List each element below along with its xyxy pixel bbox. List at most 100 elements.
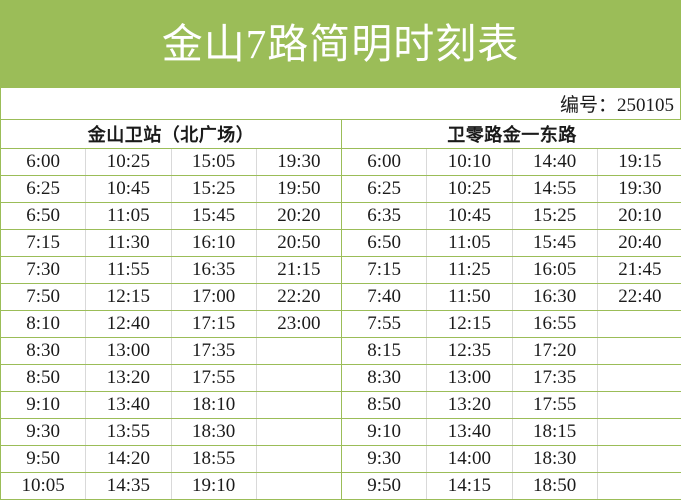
departure-time-cell: 7:55 <box>340 310 428 338</box>
departure-time-cell: 18:10 <box>170 391 257 419</box>
departure-time-cell: 13:00 <box>85 337 172 365</box>
departure-time-cell: 10:45 <box>426 202 513 230</box>
departure-time-cell: 12:40 <box>85 310 172 338</box>
departure-time-cell: 17:55 <box>170 364 257 392</box>
departure-time-cell: 15:25 <box>511 202 598 230</box>
empty-cell <box>255 418 343 446</box>
table-row: 6:50 11:05 15:45 20:20 6:35 10:45 15:25 20:10 <box>0 202 681 230</box>
departure-time-cell: 21:15 <box>255 256 343 284</box>
departure-time-cell: 7:50 <box>0 283 87 311</box>
departure-time-cell: 9:50 <box>340 472 428 500</box>
departure-time-cell: 9:30 <box>0 418 87 446</box>
empty-cell <box>596 445 681 473</box>
page-title: 金山7路简明时刻表 <box>161 20 520 67</box>
departure-time-cell: 16:35 <box>170 256 257 284</box>
departure-time-cell: 19:30 <box>596 175 681 203</box>
departure-time-cell: 13:00 <box>426 364 513 392</box>
table-row: 7:50 12:15 17:00 22:20 7:40 11:50 16:30 22:40 <box>0 283 681 311</box>
departure-time-cell: 12:15 <box>426 310 513 338</box>
departure-time-cell: 6:00 <box>0 148 87 176</box>
departure-time-cell: 21:45 <box>596 256 681 284</box>
empty-cell <box>596 472 681 500</box>
departure-time-cell: 17:00 <box>170 283 257 311</box>
table-row: 7:30 11:55 16:35 21:15 7:15 11:25 16:05 21:45 <box>0 256 681 284</box>
departure-time-cell: 17:15 <box>170 310 257 338</box>
departure-time-cell: 15:25 <box>170 175 257 203</box>
departure-time-cell: 14:55 <box>511 175 598 203</box>
departure-time-cell: 16:10 <box>170 229 257 257</box>
departure-time-cell: 13:40 <box>85 391 172 419</box>
departure-time-cell: 10:25 <box>85 148 172 176</box>
departure-time-cell: 16:30 <box>511 283 598 311</box>
departure-time-cell: 8:30 <box>0 337 87 365</box>
departure-time-cell: 14:20 <box>85 445 172 473</box>
table-row: 9:30 13:55 18:30 9:10 13:40 18:15 <box>0 418 681 446</box>
departure-time-cell: 10:05 <box>0 472 87 500</box>
departure-time-cell: 18:30 <box>511 445 598 473</box>
departure-time-cell: 13:20 <box>85 364 172 392</box>
empty-cell <box>596 310 681 338</box>
departure-time-cell: 19:30 <box>255 148 343 176</box>
empty-cell <box>596 337 681 365</box>
departure-time-cell: 14:40 <box>511 148 598 176</box>
departure-time-cell: 6:50 <box>0 202 87 230</box>
table-row: 6:00 10:25 15:05 19:30 6:00 10:10 14:40 19:15 <box>0 148 681 176</box>
departure-time-cell: 12:35 <box>426 337 513 365</box>
departure-time-cell: 10:10 <box>426 148 513 176</box>
departure-time-cell: 7:30 <box>0 256 87 284</box>
departure-time-cell: 6:35 <box>340 202 428 230</box>
departure-time-cell: 11:50 <box>426 283 513 311</box>
departure-time-cell: 22:40 <box>596 283 681 311</box>
departure-time-cell: 22:20 <box>255 283 343 311</box>
title-banner: 金山7路简明时刻表 <box>0 0 681 88</box>
departure-time-cell: 12:15 <box>85 283 172 311</box>
departure-time-cell: 8:50 <box>340 391 428 419</box>
departure-time-cell: 11:30 <box>85 229 172 257</box>
departure-time-cell: 6:25 <box>0 175 87 203</box>
departure-time-cell: 17:20 <box>511 337 598 365</box>
departure-time-cell: 16:05 <box>511 256 598 284</box>
serial-number-label: 编号：250105 <box>559 95 674 116</box>
departure-time-cell: 11:05 <box>426 229 513 257</box>
departure-time-cell: 19:50 <box>255 175 343 203</box>
empty-cell <box>255 391 343 419</box>
table-row: 6:25 10:45 15:25 19:50 6:25 10:25 14:55 19:30 <box>0 175 681 203</box>
station-group-header-1: 金山卫站（北广场） <box>0 119 342 149</box>
departure-time-cell: 23:00 <box>255 310 343 338</box>
station-group-header-2: 卫零路金一东路 <box>341 119 681 149</box>
table-row: 9:10 13:40 18:10 8:50 13:20 17:55 <box>0 391 681 419</box>
departure-time-cell: 11:55 <box>85 256 172 284</box>
timetable-body: 6:00 10:25 15:05 19:30 6:00 10:10 14:40 19:15 6:… <box>0 148 681 500</box>
departure-time-cell: 9:10 <box>0 391 87 419</box>
departure-time-cell: 10:45 <box>85 175 172 203</box>
departure-time-cell: 20:40 <box>596 229 681 257</box>
departure-time-cell: 6:25 <box>340 175 428 203</box>
departure-time-cell: 7:15 <box>0 229 87 257</box>
departure-time-cell: 6:00 <box>340 148 428 176</box>
departure-time-cell: 18:55 <box>170 445 257 473</box>
departure-time-cell: 20:20 <box>255 202 343 230</box>
empty-cell <box>255 337 343 365</box>
table-row: 8:50 13:20 17:55 8:30 13:00 17:35 <box>0 364 681 392</box>
departure-time-cell: 19:15 <box>596 148 681 176</box>
empty-cell <box>255 472 343 500</box>
serial-number-row: 编号：250105 <box>0 88 681 119</box>
departure-time-cell: 20:50 <box>255 229 343 257</box>
departure-time-cell: 17:35 <box>170 337 257 365</box>
departure-time-cell: 13:20 <box>426 391 513 419</box>
table-row: 8:10 12:40 17:15 23:00 7:55 12:15 16:55 <box>0 310 681 338</box>
departure-time-cell: 11:05 <box>85 202 172 230</box>
departure-time-cell: 8:30 <box>340 364 428 392</box>
departure-time-cell: 9:10 <box>340 418 428 446</box>
station-header-row: 金山卫站（北广场） 卫零路金一东路 <box>0 119 681 149</box>
table-row: 8:30 13:00 17:35 8:15 12:35 17:20 <box>0 337 681 365</box>
departure-time-cell: 6:50 <box>340 229 428 257</box>
departure-time-cell: 14:15 <box>426 472 513 500</box>
departure-time-cell: 8:10 <box>0 310 87 338</box>
departure-time-cell: 10:25 <box>426 175 513 203</box>
empty-cell <box>596 364 681 392</box>
departure-time-cell: 15:05 <box>170 148 257 176</box>
empty-cell <box>255 364 343 392</box>
departure-time-cell: 17:35 <box>511 364 598 392</box>
